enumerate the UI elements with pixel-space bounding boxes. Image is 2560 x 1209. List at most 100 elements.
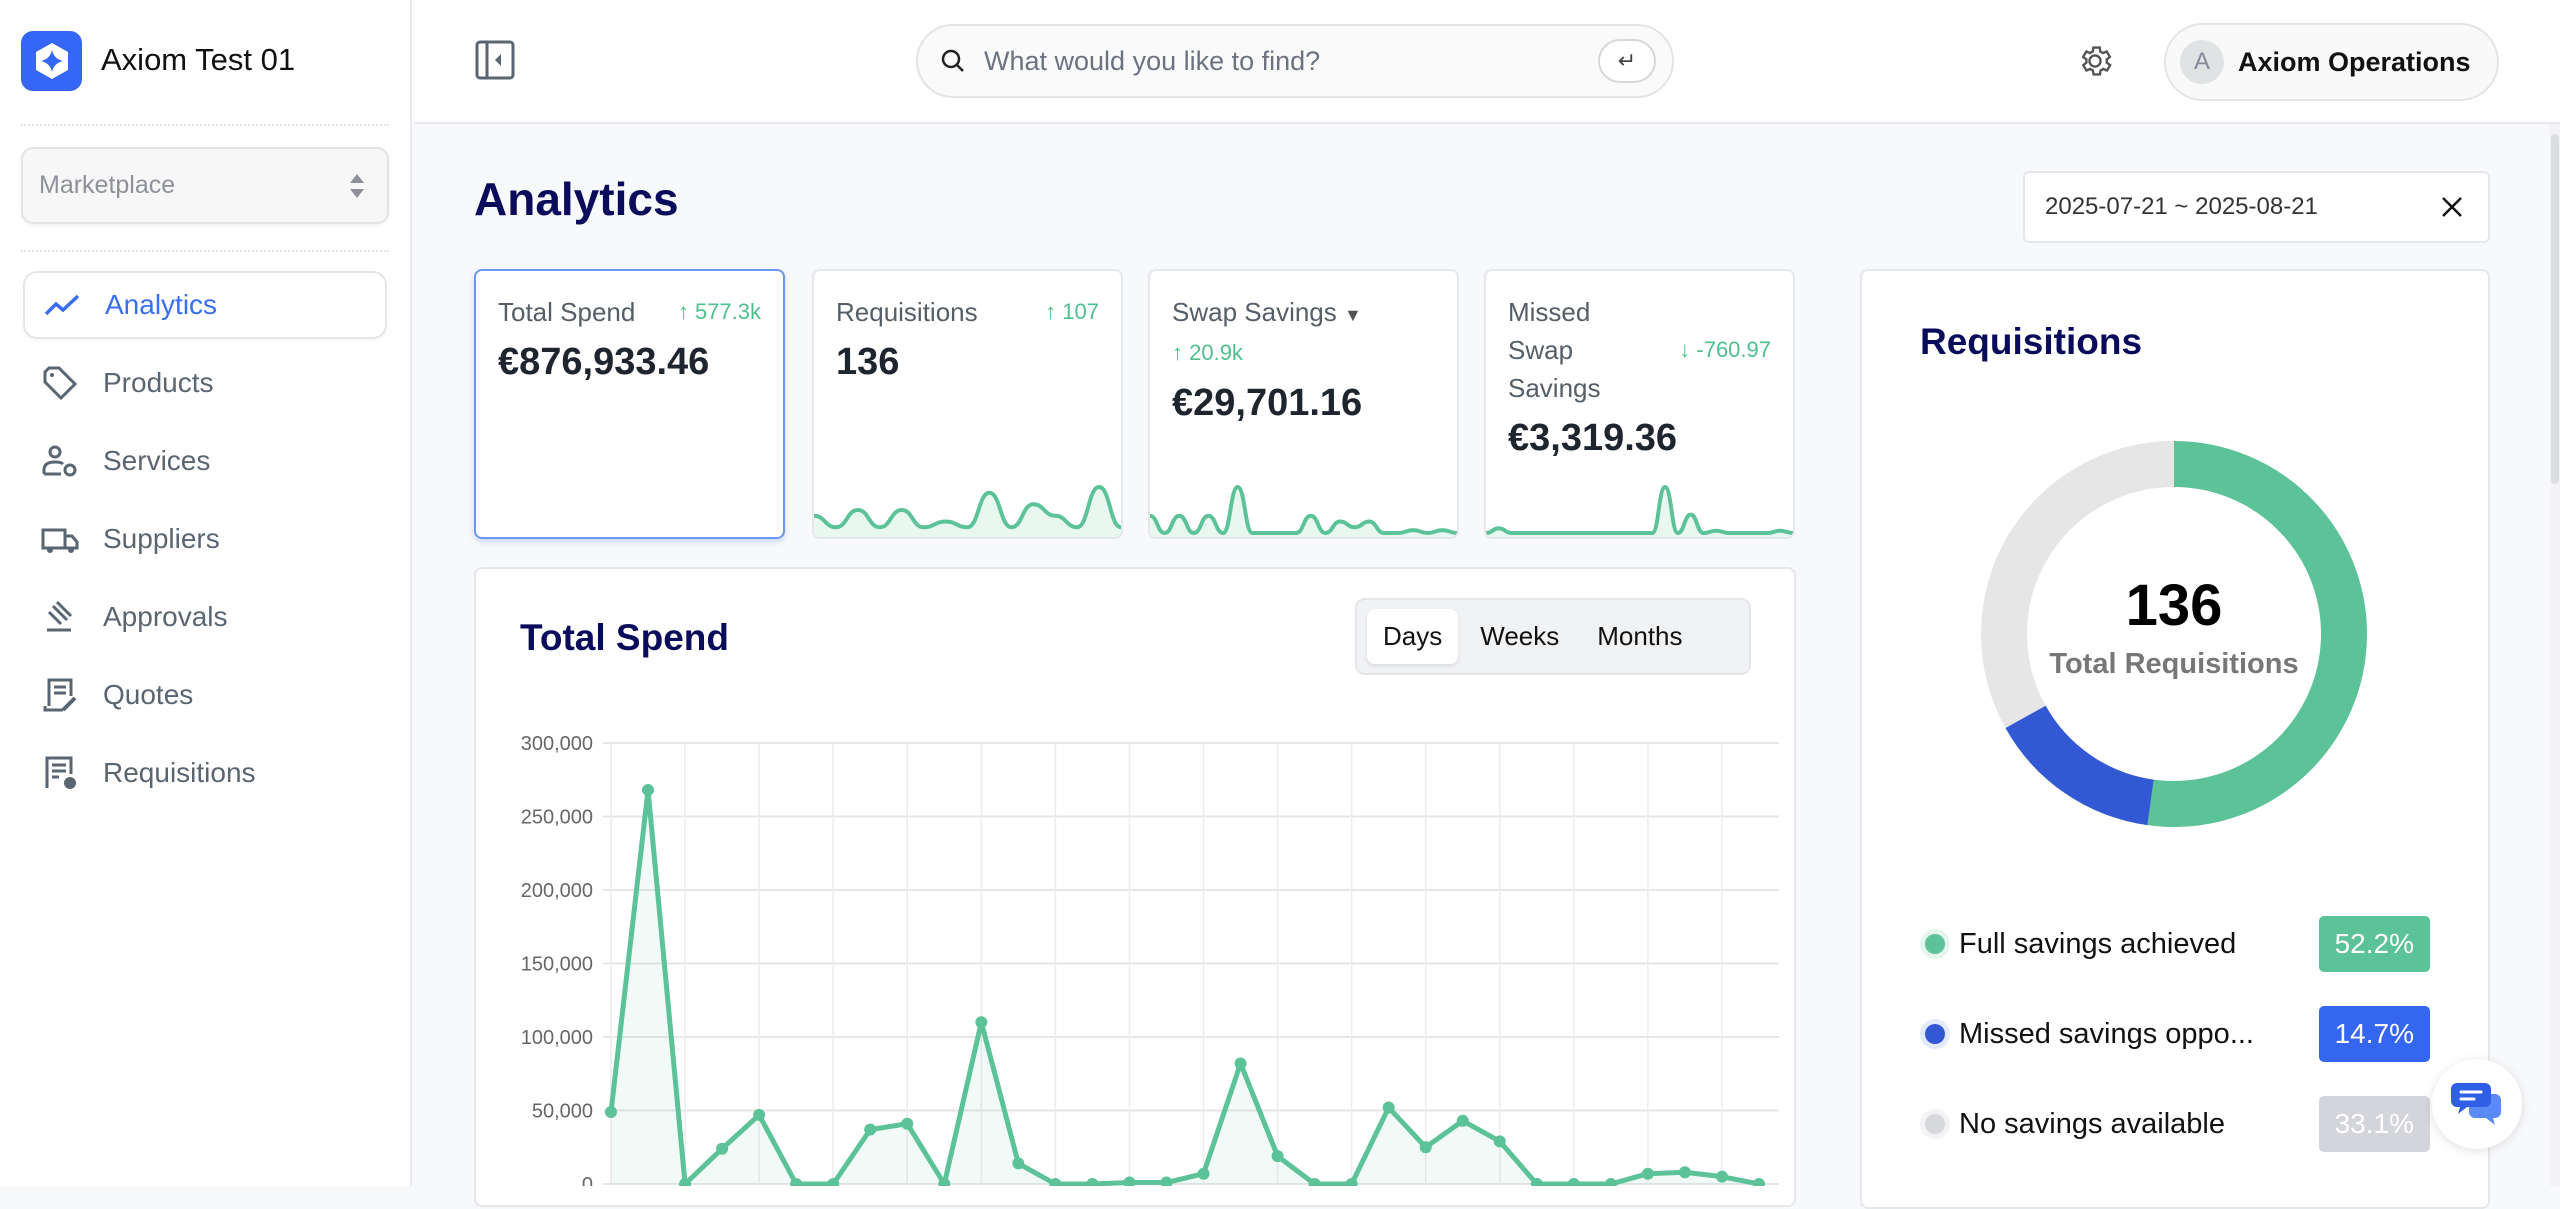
kpi-label: Requisitions: [836, 297, 978, 327]
y-tick-label: 50,000: [532, 1101, 593, 1123]
data-point[interactable]: [827, 1178, 840, 1186]
kpi-card-requisitions[interactable]: Requisitions ↑ 107 136: [812, 269, 1123, 539]
data-point[interactable]: [938, 1178, 951, 1186]
data-point[interactable]: [1678, 1166, 1691, 1179]
data-point[interactable]: [642, 784, 655, 797]
workspace-select[interactable]: Marketplace: [21, 147, 389, 224]
user-menu[interactable]: A Axiom Operations: [2164, 23, 2499, 101]
legend-item[interactable]: Missed savings oppo... 14.7%: [1920, 1006, 2430, 1062]
y-tick-label: 250,000: [521, 807, 593, 829]
search-icon: [941, 49, 964, 72]
sidebar-toggle-icon[interactable]: [475, 40, 515, 80]
data-point[interactable]: [1567, 1178, 1580, 1186]
sidebar-item-approvals[interactable]: Approvals: [23, 583, 387, 651]
legend-label: Full savings achieved: [1959, 927, 2237, 960]
data-point[interactable]: [1530, 1178, 1543, 1186]
data-point[interactable]: [1604, 1178, 1617, 1186]
data-point[interactable]: [1456, 1114, 1469, 1127]
kpi-card-missed-swap-savings[interactable]: Missed Swap Savings ↓ -760.97 €3,319.36: [1484, 269, 1795, 539]
truck-icon: [41, 528, 79, 553]
date-range-picker[interactable]: 2025-07-21 ~ 2025-08-21: [2023, 171, 2490, 243]
sparkline-line: [1486, 484, 1793, 536]
data-point[interactable]: [753, 1108, 766, 1121]
donut-segment[interactable]: [2147, 441, 2367, 827]
gear-icon[interactable]: [2076, 42, 2114, 80]
data-point[interactable]: [790, 1178, 803, 1186]
data-point[interactable]: [1086, 1178, 1099, 1186]
data-point[interactable]: [901, 1117, 914, 1130]
sparkline-area: [814, 487, 1121, 537]
legend-dot: [1925, 934, 1945, 954]
total-spend-chart: 0 50,000 100,000 150,000 200,000 250,000 300,0…: [521, 733, 1779, 1186]
data-point[interactable]: [1012, 1157, 1025, 1170]
kpi-delta: ↑ 107: [1045, 299, 1099, 324]
donut-segment[interactable]: [1981, 441, 2175, 729]
sidebar-item-products[interactable]: Products: [23, 349, 387, 417]
data-point[interactable]: [716, 1142, 729, 1155]
chat-icon: [2451, 1083, 2501, 1125]
data-point[interactable]: [1382, 1101, 1395, 1114]
search-input[interactable]: [984, 45, 1598, 77]
legend-dot: [1925, 1024, 1945, 1044]
sidebar-item-analytics[interactable]: Analytics: [23, 271, 387, 339]
data-point[interactable]: [1419, 1141, 1432, 1154]
scrollbar[interactable]: [2550, 124, 2560, 1186]
data-point[interactable]: [1123, 1176, 1136, 1186]
app-logo[interactable]: [21, 31, 82, 91]
scrollbar-thumb[interactable]: [2551, 134, 2559, 484]
search-bar[interactable]: ↵: [916, 24, 1674, 98]
enter-key-button[interactable]: ↵: [1598, 39, 1656, 83]
percent-badge: 52.2%: [2318, 916, 2430, 972]
period-toggle: Days Weeks Months: [1355, 598, 1751, 675]
workspace-select-value: Marketplace: [39, 171, 176, 199]
legend-item[interactable]: No savings available 33.1%: [1920, 1096, 2430, 1152]
series-area: [611, 790, 1759, 1184]
data-point[interactable]: [1715, 1170, 1728, 1183]
sidebar: Axiom Test 01 Marketplace Analytics Produ…: [0, 0, 412, 1186]
data-point[interactable]: [1345, 1178, 1358, 1186]
trend-icon: [44, 294, 80, 316]
requisition-doc-icon: [45, 756, 76, 789]
data-point[interactable]: [1049, 1178, 1062, 1186]
data-point[interactable]: [864, 1123, 877, 1136]
sidebar-item-services[interactable]: Services: [23, 427, 387, 495]
sidebar-item-quotes[interactable]: Quotes: [23, 661, 387, 729]
data-point[interactable]: [605, 1105, 617, 1118]
data-point[interactable]: [975, 1016, 988, 1029]
y-tick-label: 0: [582, 1174, 593, 1186]
data-point[interactable]: [1753, 1178, 1765, 1186]
kpi-card-swap-savings[interactable]: Swap Savings ▼ ↑ 20.9k €29,701.16: [1148, 269, 1459, 539]
data-point[interactable]: [1641, 1167, 1654, 1180]
period-weeks[interactable]: Weeks: [1480, 621, 1560, 651]
data-point[interactable]: [1308, 1178, 1321, 1186]
legend-item[interactable]: Full savings achieved 52.2%: [1920, 916, 2430, 972]
sort-arrows-icon: [350, 173, 364, 198]
period-days[interactable]: Days: [1367, 609, 1459, 664]
period-months[interactable]: Months: [1597, 621, 1683, 651]
caret-down-icon[interactable]: ▼: [1344, 305, 1362, 325]
tag-icon: [43, 366, 78, 401]
y-tick-label: 200,000: [521, 880, 593, 902]
requisitions-donut: [1981, 441, 2367, 827]
data-point[interactable]: [1271, 1150, 1284, 1163]
sidebar-item-requisitions[interactable]: Requisitions: [23, 739, 387, 807]
logo-icon: [35, 43, 68, 79]
y-tick-label: 150,000: [521, 954, 593, 976]
sidebar-item-label: Services: [103, 445, 211, 476]
sidebar-item-label: Quotes: [103, 679, 194, 710]
chat-button[interactable]: [2432, 1059, 2522, 1149]
y-tick-label: 100,000: [521, 1027, 593, 1049]
sidebar-item-suppliers[interactable]: Suppliers: [23, 505, 387, 573]
data-point[interactable]: [1234, 1057, 1247, 1070]
divider: [21, 124, 389, 126]
donut-segment[interactable]: [2005, 705, 2155, 826]
sidebar-item-label: Requisitions: [103, 757, 256, 788]
kpi-label: Missed Swap Savings: [1508, 297, 1601, 403]
close-icon[interactable]: [2440, 195, 2464, 219]
kpi-card-total-spend[interactable]: Total Spend ↑ 577.3k €876,933.46: [474, 269, 785, 539]
sparkline-area: [1486, 487, 1793, 537]
data-point[interactable]: [679, 1178, 692, 1186]
data-point[interactable]: [1197, 1167, 1210, 1180]
data-point[interactable]: [1493, 1135, 1506, 1148]
data-point[interactable]: [1160, 1176, 1173, 1186]
